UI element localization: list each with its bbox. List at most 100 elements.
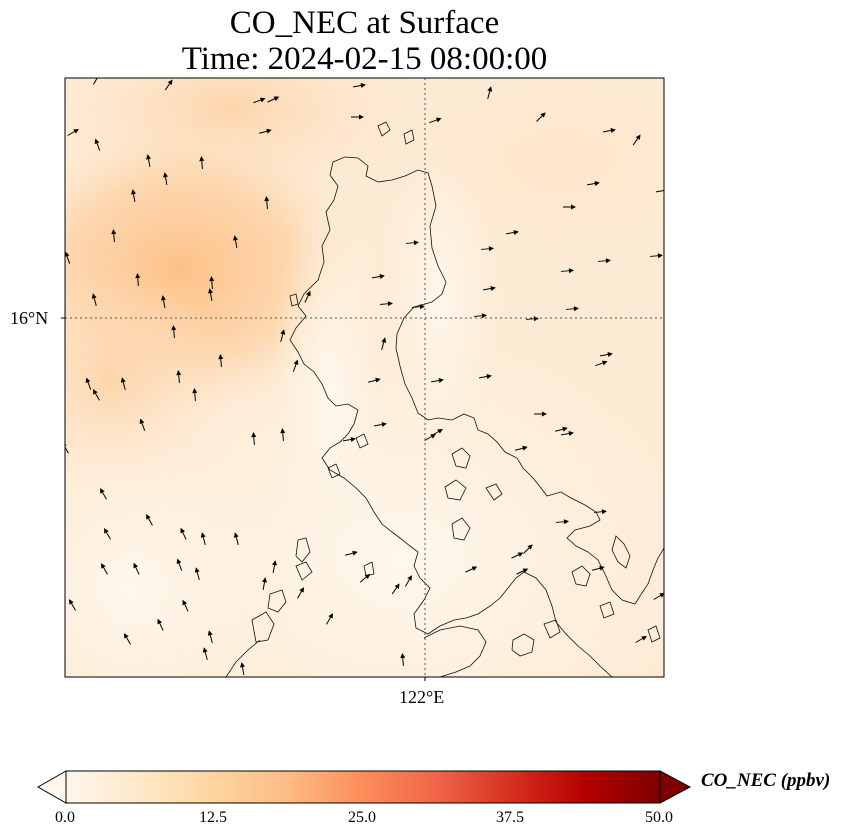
colorbar-body [65, 770, 661, 804]
wind-vector [200, 532, 206, 545]
wind-vector [139, 418, 146, 431]
wind-vector [218, 354, 224, 368]
wind-vector [297, 587, 304, 599]
wind-vector [430, 378, 444, 383]
wind-vector [599, 352, 613, 357]
coast-island-o [289, 293, 299, 307]
wind-vector [135, 273, 141, 287]
wind-vector [560, 268, 574, 274]
coast-luzon-west [289, 161, 501, 635]
wind-vector [597, 258, 611, 264]
colorbar-tick-label: 12.5 [199, 809, 227, 826]
field-low-luzon-2 [380, 140, 500, 460]
wind-vector [192, 388, 198, 402]
chart-title: CO_NEC at Surface [229, 5, 500, 41]
wind-vector [85, 377, 92, 390]
wind-vector [511, 552, 524, 559]
wind-vector [635, 636, 647, 643]
wind-vector [586, 181, 600, 186]
wind-vector [264, 196, 270, 210]
wind-vector [131, 189, 136, 203]
wind-vector [146, 514, 153, 526]
wind-vector [233, 235, 238, 249]
wind-vector [593, 509, 607, 515]
wind-vector [180, 527, 187, 540]
wind-vector [65, 442, 69, 454]
coast-island-n [647, 625, 661, 643]
wind-vector [345, 550, 358, 556]
wind-vector [505, 230, 519, 235]
wind-vector [595, 360, 608, 367]
wind-vector [371, 274, 385, 279]
wind-vector [280, 428, 286, 442]
wind-vector [400, 653, 406, 667]
wind-vector [280, 329, 286, 342]
wind-vector [632, 134, 641, 146]
wind-vector [525, 316, 539, 322]
colorbar [36, 770, 692, 804]
wind-vector [405, 575, 412, 587]
wind-vector [473, 313, 487, 319]
wind-vector [359, 573, 371, 583]
field-low-luzon [270, 190, 390, 590]
wind-vector [69, 599, 76, 611]
wind-vector [171, 325, 177, 339]
coast-island-f [295, 561, 313, 581]
wind-vector [91, 293, 97, 306]
coast-island-h [251, 611, 275, 643]
wind-vector [120, 377, 126, 390]
coast-babuyan [377, 121, 391, 137]
wind-vector [304, 290, 311, 303]
coast-island-l [543, 619, 561, 639]
wind-vectors [65, 78, 664, 676]
wind-vector [352, 83, 366, 88]
wind-vector [649, 253, 663, 259]
wind-vector [259, 128, 272, 134]
field-plume-west [65, 270, 230, 490]
wind-vector [207, 630, 213, 643]
wind-vector [262, 577, 267, 591]
wind-vector [563, 204, 576, 210]
concentration-field [65, 78, 664, 677]
wind-vector [431, 429, 443, 436]
wind-vector [208, 288, 213, 302]
plot-frame [64, 77, 665, 678]
coast-catanduanes [611, 535, 631, 569]
wind-vector [176, 370, 182, 384]
longitude-label: 122°E [399, 687, 445, 707]
coast-marinduque [511, 633, 535, 657]
wind-vector [487, 86, 493, 99]
wind-vector [124, 633, 131, 645]
coast-mindoro [423, 625, 487, 677]
coast-babuyan-2 [403, 129, 415, 145]
colorbar-tick-label: 0.0 [55, 809, 75, 826]
wind-vector [209, 276, 215, 290]
latitude-label: 16°N [10, 308, 49, 328]
coast-island-d [571, 565, 591, 587]
coast-island-i [327, 463, 341, 479]
wind-vector [161, 295, 166, 309]
coastlines [225, 121, 664, 677]
wind-vector [515, 445, 528, 451]
wind-vector [111, 229, 117, 243]
coast-island-g [267, 589, 287, 613]
wind-vector [251, 432, 257, 446]
wind-vector [480, 246, 494, 252]
wind-vector [146, 154, 151, 168]
coast-island-e [295, 537, 311, 563]
wind-vector [163, 172, 168, 186]
colorbar-tick-label: 37.5 [496, 809, 524, 826]
wind-vector [202, 647, 208, 660]
coast-island-a [444, 479, 467, 501]
wind-vector [104, 528, 111, 540]
wind-vector [555, 519, 569, 525]
wind-vector [368, 377, 381, 383]
wind-vector [381, 337, 387, 350]
wind-vector [326, 613, 333, 625]
wind-vector [253, 97, 266, 104]
coast-bicol [499, 571, 613, 677]
wind-vector [351, 114, 364, 120]
wind-vector [534, 411, 547, 417]
wind-vector [465, 566, 478, 573]
